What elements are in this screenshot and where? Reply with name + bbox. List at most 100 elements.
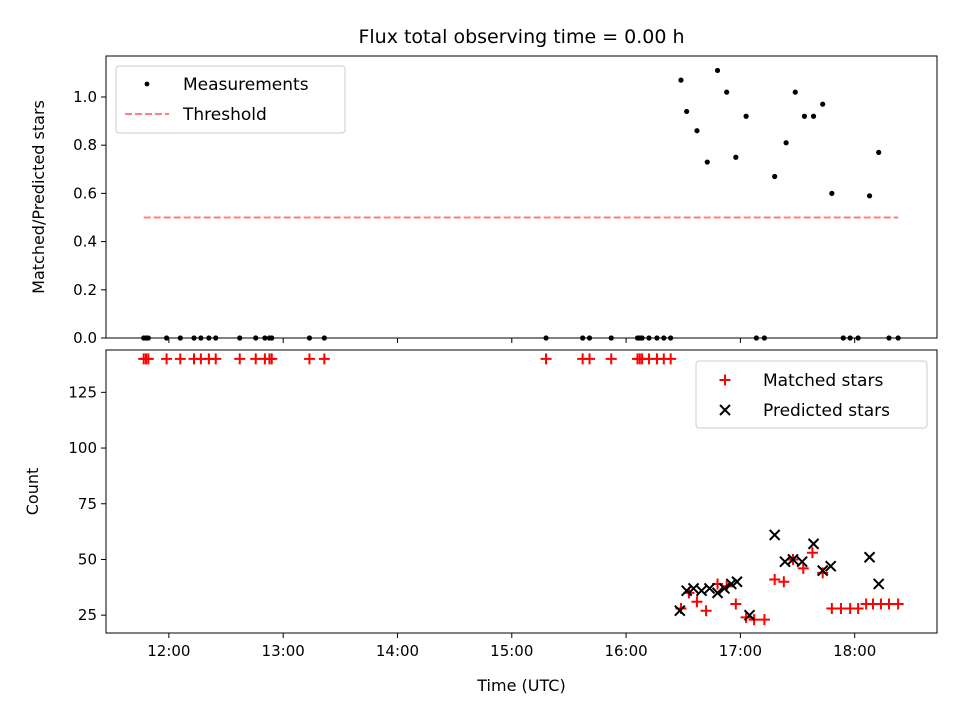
legend-label-matched-stars: Matched stars xyxy=(763,371,883,391)
y-tick-label: 125 xyxy=(68,383,97,401)
predicted-star-point xyxy=(872,578,885,590)
measurement-point xyxy=(678,77,684,83)
measurement-point xyxy=(866,193,873,199)
x-tick-label: 15:00 xyxy=(490,642,533,660)
predicted-star-point xyxy=(711,587,724,599)
bottom-axes-ticks: 25 50 75 100 125 12:00 13:00 14:00 15:00 16:00 17:… xyxy=(68,383,876,660)
x-tick-label: 16:00 xyxy=(604,642,647,660)
predicted-star-point xyxy=(768,529,781,541)
y-tick-label: 1.0 xyxy=(73,88,97,106)
predicted-star-point xyxy=(680,584,693,597)
x-tick-label: 13:00 xyxy=(262,642,305,660)
matched-star-point xyxy=(266,353,278,365)
matched-star-point xyxy=(142,353,154,365)
bottom-axes-frame xyxy=(105,349,938,634)
predicted-star-point xyxy=(743,609,756,621)
bottom-legend-box xyxy=(695,360,928,429)
matched-star-point xyxy=(584,353,596,365)
y-tick-label: 75 xyxy=(78,495,97,513)
top-axes-ticks: 0.0 0.2 0.4 0.6 0.8 1.0 xyxy=(73,88,856,347)
predicted-star-point xyxy=(779,555,791,568)
measurement-point xyxy=(783,140,789,146)
measurement-point xyxy=(876,149,882,156)
y-tick-label: 0.8 xyxy=(73,136,97,154)
y-tick-label: 0.0 xyxy=(73,329,97,347)
measurement-point xyxy=(714,67,721,74)
top-legend-box xyxy=(115,65,346,134)
predicted-star-point xyxy=(807,538,820,550)
matched-star-point xyxy=(797,562,809,574)
matched-star-point xyxy=(303,353,315,365)
measurement-point xyxy=(829,190,835,196)
predicted-star-point xyxy=(731,576,743,588)
chart-title: Flux total observing time = 0.00 h xyxy=(358,26,684,48)
matched-star-point xyxy=(174,353,186,365)
measurement-point xyxy=(694,128,700,134)
matched-star-point xyxy=(852,602,864,614)
legend-label-threshold: Threshold xyxy=(182,105,267,125)
predicted-star-point xyxy=(824,560,837,572)
measurement-point xyxy=(820,101,826,107)
matched-star-point xyxy=(540,353,552,365)
matched-star-point xyxy=(758,614,770,626)
matched-star-point xyxy=(769,574,781,586)
x-tick-label: 12:00 xyxy=(147,642,190,660)
measurement-point xyxy=(704,159,710,165)
matched-star-point xyxy=(691,596,703,608)
measurement-point xyxy=(792,89,798,95)
top-y-axis-label: Matched/Predicted stars xyxy=(29,100,48,294)
y-tick-label: 25 xyxy=(78,606,97,624)
legend-x-icon xyxy=(719,404,731,416)
predicted-star-point xyxy=(796,555,808,568)
matched-star-point xyxy=(210,353,222,365)
matched-star-point xyxy=(817,567,829,579)
matched-star-point xyxy=(778,576,790,588)
legend-label-measurements: Measurements xyxy=(183,75,309,95)
top-legend: Measurements Threshold xyxy=(115,65,346,134)
x-tick-label: 17:00 xyxy=(719,642,762,660)
measurement-point xyxy=(772,173,778,180)
legend-plus-icon xyxy=(719,374,731,386)
matched-star-point xyxy=(730,598,742,610)
y-tick-label: 100 xyxy=(68,439,97,457)
legend-plus-mark xyxy=(719,374,731,386)
y-tick-label: 0.6 xyxy=(73,184,97,202)
y-tick-label: 0.4 xyxy=(73,233,97,251)
measurement-point xyxy=(684,108,690,115)
x-tick-label: 18:00 xyxy=(833,642,876,660)
predicted-star-point xyxy=(816,564,829,577)
predicted-star-point xyxy=(687,582,700,595)
matched-star-point xyxy=(892,598,904,610)
x-tick-label: 14:00 xyxy=(376,642,419,660)
top-panel: Flux total observing time = 0.00 h Match… xyxy=(29,26,938,347)
predicted-star-point xyxy=(674,605,686,617)
matched-star-point xyxy=(318,353,330,365)
top-axes-frame xyxy=(105,55,938,339)
predicted-star-point xyxy=(695,584,708,597)
bottom-plot-marks xyxy=(138,353,904,626)
measurement-point xyxy=(801,113,808,119)
matched-star-point xyxy=(806,547,818,559)
predicted-star-point xyxy=(787,553,799,566)
x-axis-label: Time (UTC) xyxy=(476,676,565,695)
bottom-y-axis-label: Count xyxy=(23,468,42,516)
bottom-panel: Count Time (UTC) 25 50 75 100 125 12:00 13:00 1… xyxy=(23,349,938,695)
predicted-star-point xyxy=(863,551,876,563)
matched-star-point xyxy=(700,605,712,617)
matched-star-point xyxy=(234,353,246,365)
matched-star-point xyxy=(665,353,677,365)
legend-x-mark xyxy=(719,404,731,416)
measurement-point xyxy=(724,89,730,95)
predicted-star-point xyxy=(703,582,716,595)
measurement-point xyxy=(733,154,739,160)
measurement-point xyxy=(810,113,817,119)
y-tick-label: 0.2 xyxy=(73,281,97,299)
legend-label-predicted-stars: Predicted stars xyxy=(763,401,890,421)
legend-dot-icon xyxy=(144,81,150,87)
bottom-legend: Matched stars Predicted stars xyxy=(695,360,928,429)
y-tick-label: 50 xyxy=(78,550,97,568)
matched-star-point xyxy=(605,353,617,365)
measurement-point xyxy=(743,113,749,119)
matched-star-point xyxy=(161,353,173,365)
